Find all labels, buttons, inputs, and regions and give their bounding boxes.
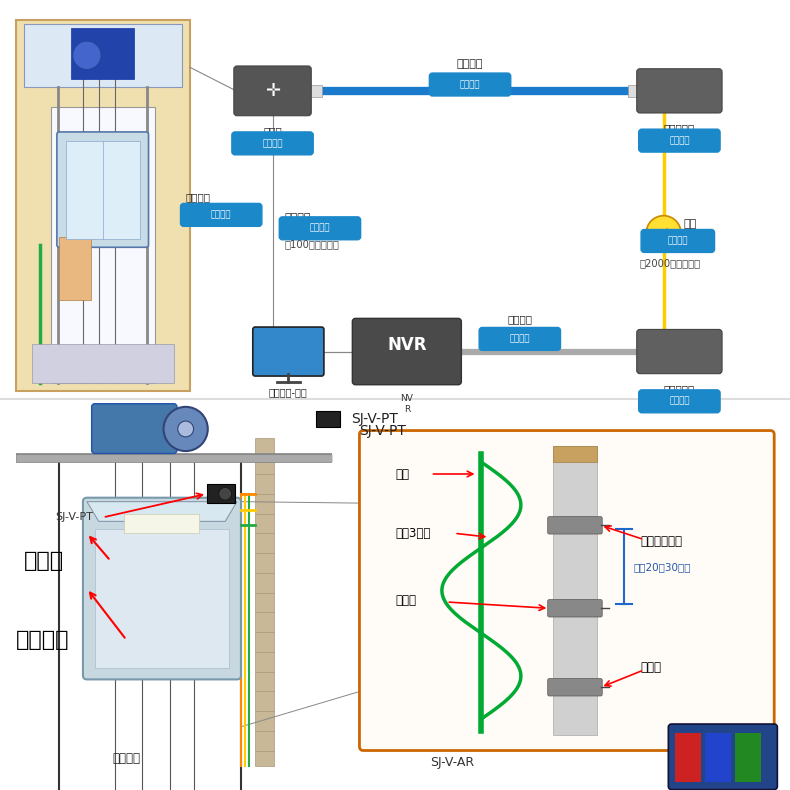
- FancyBboxPatch shape: [547, 517, 602, 534]
- Text: ✛: ✛: [265, 82, 280, 100]
- Bar: [316, 411, 340, 427]
- Text: 立即购买: 立即购买: [669, 136, 690, 145]
- Text: 随行电缆: 随行电缆: [112, 752, 141, 765]
- Bar: [32, 344, 174, 383]
- FancyBboxPatch shape: [547, 679, 602, 696]
- Circle shape: [178, 421, 194, 437]
- Text: 网络跳线: 网络跳线: [457, 58, 483, 69]
- Bar: [308, 85, 322, 97]
- Text: 立即购买: 立即购买: [668, 236, 688, 246]
- Text: NV
R: NV R: [401, 394, 413, 414]
- Text: 国标网线: 国标网线: [284, 213, 311, 224]
- Bar: [553, 446, 596, 462]
- Bar: [95, 529, 229, 668]
- Text: SJ-V-AR: SJ-V-AR: [431, 756, 475, 769]
- Bar: [0, 399, 790, 790]
- FancyBboxPatch shape: [637, 329, 722, 374]
- Text: SJ-V-PT: SJ-V-PT: [352, 412, 398, 426]
- Text: 光纤: 光纤: [683, 219, 697, 228]
- Text: （2000米无衰减）: （2000米无衰减）: [640, 258, 701, 269]
- Text: 预留3厘米: 预留3厘米: [395, 527, 431, 540]
- FancyBboxPatch shape: [639, 390, 720, 412]
- FancyBboxPatch shape: [547, 600, 602, 617]
- FancyBboxPatch shape: [430, 73, 510, 96]
- Circle shape: [219, 487, 231, 500]
- Text: 立即购买: 立即购买: [262, 139, 283, 148]
- Bar: [207, 484, 235, 503]
- Text: 粗扎带: 粗扎带: [640, 661, 661, 674]
- Text: 网线: 网线: [395, 468, 409, 480]
- Bar: [16, 20, 190, 391]
- FancyBboxPatch shape: [641, 230, 714, 253]
- Bar: [0, 0, 790, 399]
- FancyBboxPatch shape: [232, 132, 313, 155]
- Text: 电梯网线: 电梯网线: [186, 193, 211, 202]
- Bar: [24, 24, 182, 87]
- Text: 光纤收发器: 光纤收发器: [664, 123, 695, 134]
- Text: （100米无衰减）: （100米无衰减）: [284, 239, 339, 250]
- Polygon shape: [87, 502, 237, 521]
- Text: 间距20～30厘米: 间距20～30厘米: [634, 562, 691, 572]
- Bar: [553, 446, 596, 735]
- FancyBboxPatch shape: [234, 66, 311, 115]
- Bar: [51, 107, 155, 383]
- FancyBboxPatch shape: [83, 498, 241, 679]
- FancyBboxPatch shape: [668, 724, 777, 790]
- FancyBboxPatch shape: [359, 431, 774, 750]
- Text: 电梯随行电缆: 电梯随行电缆: [640, 535, 682, 547]
- FancyBboxPatch shape: [92, 404, 177, 453]
- Bar: [66, 141, 140, 239]
- Text: SJ-V-PT: SJ-V-PT: [359, 423, 406, 438]
- Text: 立即购买: 立即购买: [310, 224, 330, 233]
- FancyBboxPatch shape: [639, 130, 720, 152]
- Text: 网络跳线: 网络跳线: [507, 314, 532, 324]
- FancyBboxPatch shape: [253, 327, 324, 376]
- Text: 立即购买: 立即购买: [460, 80, 480, 89]
- Text: 细扎带: 细扎带: [395, 594, 416, 607]
- Circle shape: [73, 41, 101, 70]
- FancyBboxPatch shape: [280, 216, 360, 240]
- Bar: [675, 733, 701, 782]
- Text: NVR: NVR: [387, 337, 427, 354]
- Text: SJ-V-PT: SJ-V-PT: [55, 513, 93, 522]
- Circle shape: [164, 407, 208, 451]
- Text: 立即购买: 立即购买: [669, 397, 690, 406]
- FancyBboxPatch shape: [180, 204, 262, 227]
- Bar: [71, 28, 134, 79]
- Text: 液晶电视-正面: 液晶电视-正面: [269, 387, 308, 397]
- Circle shape: [646, 216, 681, 250]
- Bar: [255, 438, 274, 766]
- FancyBboxPatch shape: [637, 69, 722, 113]
- Text: 立即购买: 立即购买: [211, 210, 231, 220]
- Text: 光纤收发器: 光纤收发器: [664, 384, 695, 394]
- Text: 立即购买: 立即购买: [510, 334, 530, 344]
- FancyBboxPatch shape: [57, 132, 149, 247]
- Bar: [735, 733, 761, 782]
- Bar: [124, 514, 199, 533]
- FancyBboxPatch shape: [479, 328, 561, 351]
- Bar: [705, 733, 731, 782]
- Text: ⚡: ⚡: [660, 228, 668, 238]
- Bar: [628, 85, 642, 97]
- Text: 电梯轿厢: 电梯轿厢: [16, 630, 70, 650]
- FancyBboxPatch shape: [352, 318, 461, 385]
- Text: 摄像机: 摄像机: [24, 551, 64, 571]
- Bar: [59, 237, 91, 300]
- Text: 交换机: 交换机: [263, 126, 282, 136]
